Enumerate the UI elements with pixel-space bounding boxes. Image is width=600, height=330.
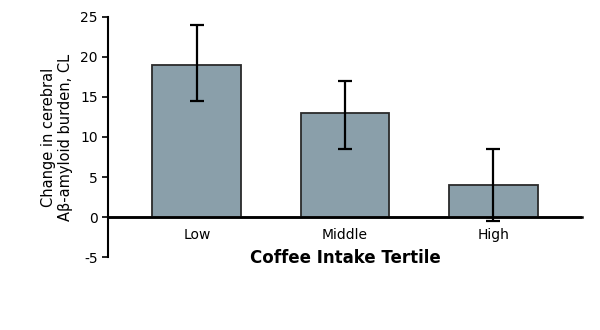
Bar xyxy=(301,113,389,217)
Y-axis label: Change in cerebral
Aβ-amyloid burden, CL: Change in cerebral Aβ-amyloid burden, CL xyxy=(41,53,73,220)
Bar xyxy=(449,185,538,217)
X-axis label: Coffee Intake Tertile: Coffee Intake Tertile xyxy=(250,248,440,267)
Bar xyxy=(152,65,241,217)
